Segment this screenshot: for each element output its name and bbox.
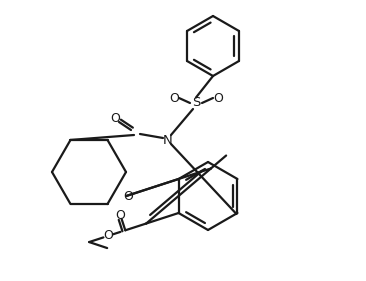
Text: O: O xyxy=(103,229,113,243)
Text: O: O xyxy=(115,209,125,222)
Text: O: O xyxy=(123,191,133,203)
Text: S: S xyxy=(192,96,200,110)
Text: N: N xyxy=(163,133,173,146)
Text: O: O xyxy=(213,92,223,105)
Text: O: O xyxy=(169,92,179,105)
Text: O: O xyxy=(110,112,120,124)
